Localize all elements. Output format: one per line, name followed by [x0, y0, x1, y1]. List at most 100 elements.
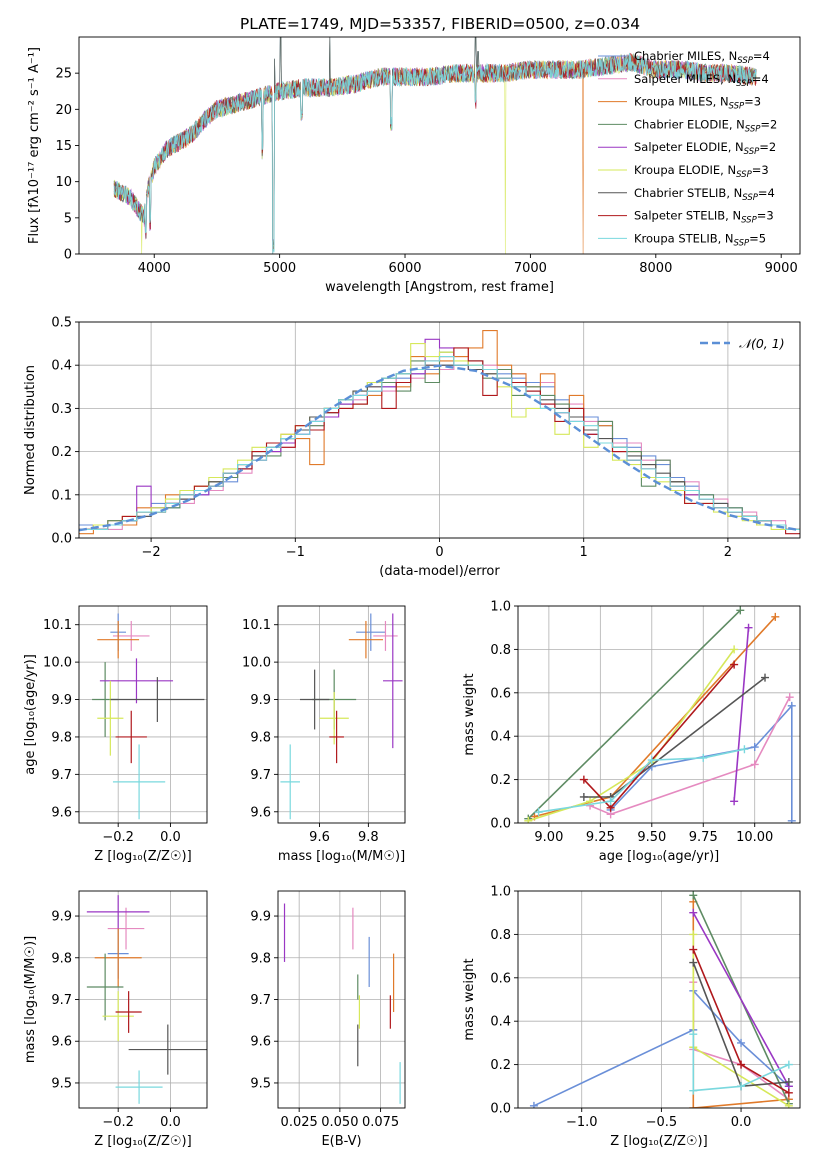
y-axis-label: age [log₁₀(age/yr)]	[23, 654, 38, 775]
y-tick-label: 10	[55, 175, 72, 190]
series-marker	[730, 660, 739, 669]
y-tick-label: 0.2	[51, 445, 72, 460]
y-axis-label: Flux [fλ10⁻¹⁷ erg cm⁻² s⁻¹ A⁻¹]	[27, 47, 42, 244]
legend-label-text: Chabrier MILES, N	[634, 49, 737, 63]
x-tick-label: −2	[142, 545, 161, 560]
axes-frame	[277, 605, 406, 824]
x-tick-label: −0.5	[646, 1115, 678, 1130]
legend-label-sub: SSP	[734, 238, 750, 248]
x-tick-label: 7000	[514, 261, 547, 276]
series-marker	[699, 753, 708, 762]
series-marker	[689, 1104, 698, 1108]
y-tick-label: 9.5	[250, 1076, 271, 1091]
y-tick-label: 0.8	[490, 643, 511, 658]
panel-residual_hist: −2 −1 0 1 2 0.0 0.1 0.2 0.3 0.4 0.5 (data-model)/er…	[23, 316, 801, 579]
series-salpeter-stelib	[689, 945, 793, 1097]
x-tick-label: 0.0	[160, 1115, 181, 1130]
y-tick-label: 0.3	[51, 402, 72, 417]
series-line	[527, 609, 741, 820]
series-marker	[647, 756, 656, 765]
x-tick-label: 9.6	[309, 830, 330, 845]
y-tick-label: 15	[55, 139, 72, 154]
legend-label-count: =2	[759, 140, 776, 154]
legend-label-sub: SSP	[745, 124, 761, 134]
legend-label-text: Kroupa ELODIE, N	[634, 163, 736, 177]
errorbar-point-kroupa-elodie	[97, 680, 124, 756]
legend-label-count: =4	[752, 72, 769, 86]
series-kroupa-stelib	[689, 1030, 793, 1095]
series-salpeter-stelib	[579, 660, 739, 812]
x-tick-label: 2	[724, 545, 732, 560]
series-marker	[579, 792, 588, 801]
legend-label-text: Salpeter MILES, N	[634, 72, 736, 86]
errorbar-point-chabrier-elodie	[86, 953, 124, 1021]
y-tick-label: 25	[55, 67, 72, 82]
series-marker	[761, 673, 770, 682]
x-tick-label: 9.25	[586, 830, 615, 845]
series-chabrier-stelib	[579, 673, 770, 801]
errorbar-point-salpeter-elodie	[86, 895, 150, 929]
x-tick-label: 0.025	[281, 1115, 318, 1130]
x-axis-label: E(B-V)	[321, 1134, 361, 1149]
x-axis-label: wavelength [Angstrom, rest frame]	[325, 280, 554, 295]
legend-label-text: Kroupa STELIB, N	[634, 231, 734, 245]
errorbar-point-chabrier-miles	[356, 613, 386, 651]
legend-label-count: =5	[749, 231, 766, 245]
series-chabrier-elodie	[524, 606, 745, 823]
y-tick-label: 9.5	[51, 1076, 72, 1091]
panel-age_vs_Z: −0.2 0.0 9.6 9.7 9.8 9.9 10.0 10.1 Z [log₁₀(Z/Z☉…	[23, 605, 208, 864]
legend-label: Kroupa MILES, NSSP=3	[634, 95, 761, 112]
x-tick-label: 8000	[639, 261, 672, 276]
y-tick-label: 9.8	[51, 730, 72, 745]
legend-label-text: Kroupa MILES, N	[634, 95, 729, 109]
x-tick-label: 0.075	[362, 1115, 399, 1130]
series-marker	[771, 612, 780, 621]
series-chabrier-miles	[606, 701, 796, 823]
legend-label-sub: SSP	[744, 147, 760, 157]
errorbar-point-salpeter-stelib	[329, 710, 344, 764]
series-marker	[787, 701, 796, 710]
series-marker	[689, 958, 698, 967]
errorbar-point-chabrier-stelib	[110, 677, 205, 722]
series-marker	[689, 908, 698, 917]
series-marker	[785, 693, 794, 702]
plot-area-mass_vs_EBV	[283, 903, 401, 1104]
y-tick-label: 0.4	[490, 730, 511, 745]
y-tick-label: 0.2	[490, 773, 511, 788]
errorbar-point-chabrier-stelib	[128, 1024, 207, 1075]
legend-label: Kroupa ELODIE, NSSP=3	[634, 163, 769, 180]
y-tick-label: 1.0	[490, 600, 511, 615]
legend-label-sub: SSP	[729, 102, 745, 112]
series-marker	[784, 1077, 793, 1086]
plot-area-mass_vs_Z	[86, 895, 207, 1104]
y-tick-label: 0.0	[490, 817, 511, 832]
series-marker	[744, 623, 753, 632]
y-tick-label: 9.7	[51, 768, 72, 783]
x-axis-label: Z [log₁₀(Z/Z☉)]	[610, 1134, 707, 1149]
x-tick-label: 9.50	[637, 830, 666, 845]
series-marker	[606, 797, 615, 806]
series-kroupa-miles	[530, 612, 780, 821]
legend-label-sub: SSP	[737, 56, 753, 66]
series-line	[610, 703, 793, 821]
series-marker	[730, 645, 739, 654]
spectrum-line-chabrier-stelib	[113, 37, 757, 245]
x-tick-label: 1	[580, 545, 588, 560]
y-tick-label: 0.2	[490, 1058, 511, 1073]
x-tick-label: 9.8	[358, 830, 379, 845]
legend-label: Salpeter ELODIE, NSSP=2	[634, 140, 776, 157]
series-line	[538, 748, 745, 813]
y-tick-label: 0.0	[490, 1102, 511, 1117]
y-tick-label: 9.9	[250, 693, 271, 708]
panel-mass_vs_Z: −0.2 0.0 9.5 9.6 9.7 9.8 9.9 Z [log₁₀(Z/Z☉)] mas…	[23, 890, 208, 1149]
legend-label: 𝒩(0, 1)	[739, 336, 785, 351]
errorbar-point-salpeter-elodie	[383, 613, 403, 749]
series-marker	[689, 1086, 698, 1095]
x-tick-label: 9.75	[689, 830, 718, 845]
plot-area-age_vs_Z	[92, 613, 205, 820]
series-marker	[737, 1060, 746, 1069]
errorbar-point-salpeter-elodie	[99, 658, 174, 704]
y-tick-label: 9.7	[250, 768, 271, 783]
series-line	[589, 696, 791, 816]
